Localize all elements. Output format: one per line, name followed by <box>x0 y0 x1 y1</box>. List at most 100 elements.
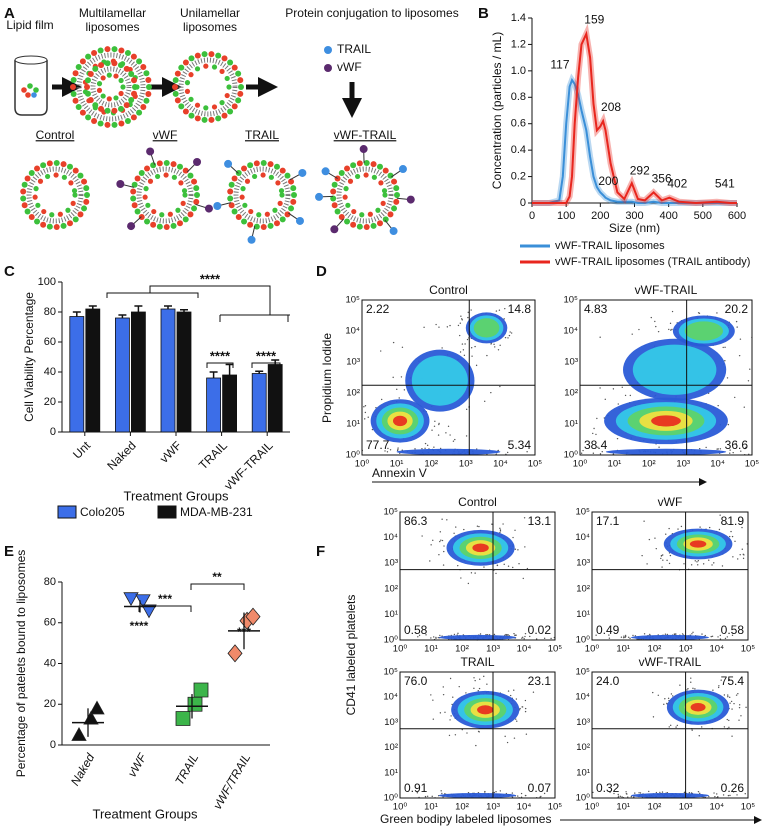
lipid-head <box>72 167 79 174</box>
event-dot <box>624 394 627 397</box>
event-dot <box>517 795 519 797</box>
lipid-head <box>350 162 357 169</box>
event-dot <box>708 795 710 798</box>
x-tick-label: 10⁰ <box>573 459 588 470</box>
lipid-head <box>124 49 131 56</box>
event-dot <box>731 535 734 538</box>
event-dot <box>738 706 741 709</box>
lipid-head <box>60 222 67 229</box>
y-tick-label: 10⁴ <box>563 326 578 337</box>
peak-label: 159 <box>584 13 604 27</box>
event-dot <box>694 560 696 562</box>
lipid-head <box>345 202 351 208</box>
lipid-head <box>188 72 194 78</box>
event-dot <box>652 716 655 718</box>
protein <box>116 179 125 188</box>
bar <box>160 308 176 433</box>
y-tick-label: 10⁵ <box>383 507 398 518</box>
lipid-head <box>145 202 151 208</box>
lipid-head <box>143 97 150 104</box>
y-tick-label: 0 <box>520 197 526 209</box>
lipid-head <box>167 211 173 217</box>
group-label: vWF <box>153 128 178 142</box>
lipid-head <box>72 97 79 104</box>
lipid-head <box>354 173 361 180</box>
lipid-head <box>84 77 91 84</box>
event-dot <box>457 324 460 327</box>
event-dot <box>486 354 488 357</box>
event-dot <box>665 533 667 535</box>
quadrant-value: 36.6 <box>725 438 749 452</box>
event-dot <box>740 715 742 717</box>
event-dot <box>675 633 677 635</box>
step-label: Protein conjugation to liposomes <box>285 6 459 20</box>
event-dot <box>691 633 693 635</box>
event-dot <box>449 719 451 721</box>
y-axis-label: Concentration (particles / mL) <box>490 32 504 189</box>
data-point <box>141 604 157 619</box>
legend-label: MDA-MB-231 <box>180 505 253 519</box>
plot-title: TRAIL <box>460 655 494 669</box>
peak-label: 208 <box>601 100 621 114</box>
event-dot <box>396 449 399 452</box>
event-dot <box>371 428 374 431</box>
lipid-head <box>363 172 369 178</box>
event-dot <box>734 396 736 399</box>
event-dot <box>616 437 619 440</box>
panel-letter: C <box>4 263 15 280</box>
event-dot <box>430 694 432 696</box>
lipid-head <box>61 174 67 180</box>
event-dot <box>680 525 683 528</box>
event-dot <box>699 792 701 795</box>
event-dot <box>652 691 654 694</box>
lipid-head <box>253 223 260 230</box>
lipid-head <box>211 64 218 70</box>
lipid-head <box>46 223 53 230</box>
y-tick-label: 10² <box>346 388 360 399</box>
lipid-head <box>256 212 262 218</box>
lipid-head <box>28 169 35 176</box>
lipid-head <box>53 223 60 230</box>
event-dot <box>657 694 660 696</box>
event-dot <box>742 557 745 560</box>
y-tick-label: 10⁴ <box>575 532 590 543</box>
lipid-head <box>85 114 92 121</box>
y-tick-label: 10⁰ <box>346 450 361 461</box>
lipid-head <box>241 165 248 172</box>
bilayer <box>233 166 291 224</box>
event-dot <box>683 563 685 565</box>
lipid-head <box>338 214 345 221</box>
lipid-head <box>156 160 163 167</box>
event-dot <box>462 349 465 351</box>
liposome <box>70 46 152 128</box>
lipid-head <box>154 173 161 180</box>
y-tick-label: 0.6 <box>511 118 526 130</box>
lipid-head <box>33 186 39 192</box>
lipid-head <box>131 202 138 209</box>
event-dot <box>490 391 492 394</box>
event-dot <box>732 556 734 558</box>
lipid-head <box>53 172 59 178</box>
lipid-head <box>34 218 41 225</box>
lipid-head <box>264 211 270 217</box>
event-dot <box>726 523 729 525</box>
lipid-head <box>75 63 82 70</box>
event-dot <box>662 559 664 561</box>
y-axis-label: Percentage of patelets bound to liposome… <box>14 550 28 777</box>
lipid-head <box>288 205 295 212</box>
event-dot <box>692 687 694 690</box>
lipid-head <box>144 165 151 172</box>
event-dot <box>708 559 710 561</box>
event-dot <box>716 312 718 314</box>
event-dot <box>497 349 500 351</box>
event-dot <box>743 406 745 408</box>
event-dot <box>467 316 469 319</box>
event-dot <box>367 416 369 418</box>
lipid-head <box>70 90 77 97</box>
event-dot <box>601 450 603 453</box>
lipid-head <box>143 70 150 77</box>
lipid-head <box>351 208 357 215</box>
lipid-head <box>184 88 191 94</box>
x-tick-label: 0 <box>529 210 535 222</box>
lipid-head <box>191 205 198 212</box>
